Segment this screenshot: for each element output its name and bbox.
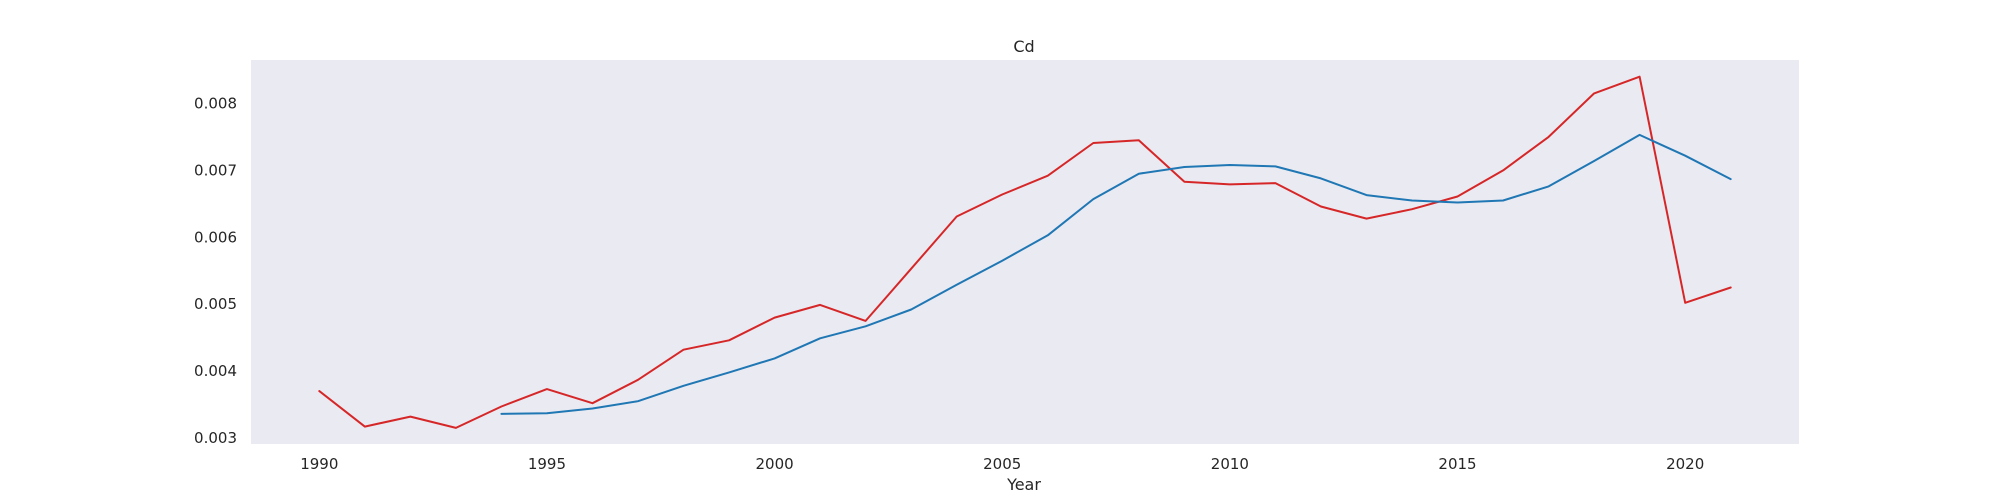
x-tick-label: 2020 <box>1666 455 1704 473</box>
y-tick-label: 0.008 <box>194 94 237 112</box>
y-tick-label: 0.006 <box>194 228 237 246</box>
x-tick-label: 1990 <box>300 455 338 473</box>
y-tick-label: 0.005 <box>194 295 237 313</box>
x-tick-label: 1995 <box>528 455 566 473</box>
y-tick-label: 0.003 <box>194 429 237 447</box>
y-tick-label: 0.004 <box>194 362 237 380</box>
x-tick-label: 2005 <box>983 455 1021 473</box>
series-line-1 <box>318 75 1732 429</box>
series-lines <box>318 75 1732 429</box>
x-tick-label: 2010 <box>1211 455 1249 473</box>
x-tick-label: 2000 <box>755 455 793 473</box>
chart-title: Cd <box>1013 37 1034 56</box>
series-line-2 <box>500 133 1732 415</box>
y-axis-ticks: 0.003 0.004 0.005 0.006 0.007 0.008 <box>194 94 237 446</box>
plot-area <box>251 60 1799 444</box>
x-axis-title: Year <box>1006 475 1041 494</box>
x-tick-label: 2015 <box>1438 455 1476 473</box>
x-axis-ticks: 1990 1995 2000 2005 2010 2015 2020 <box>300 455 1704 473</box>
y-tick-label: 0.007 <box>194 161 237 179</box>
